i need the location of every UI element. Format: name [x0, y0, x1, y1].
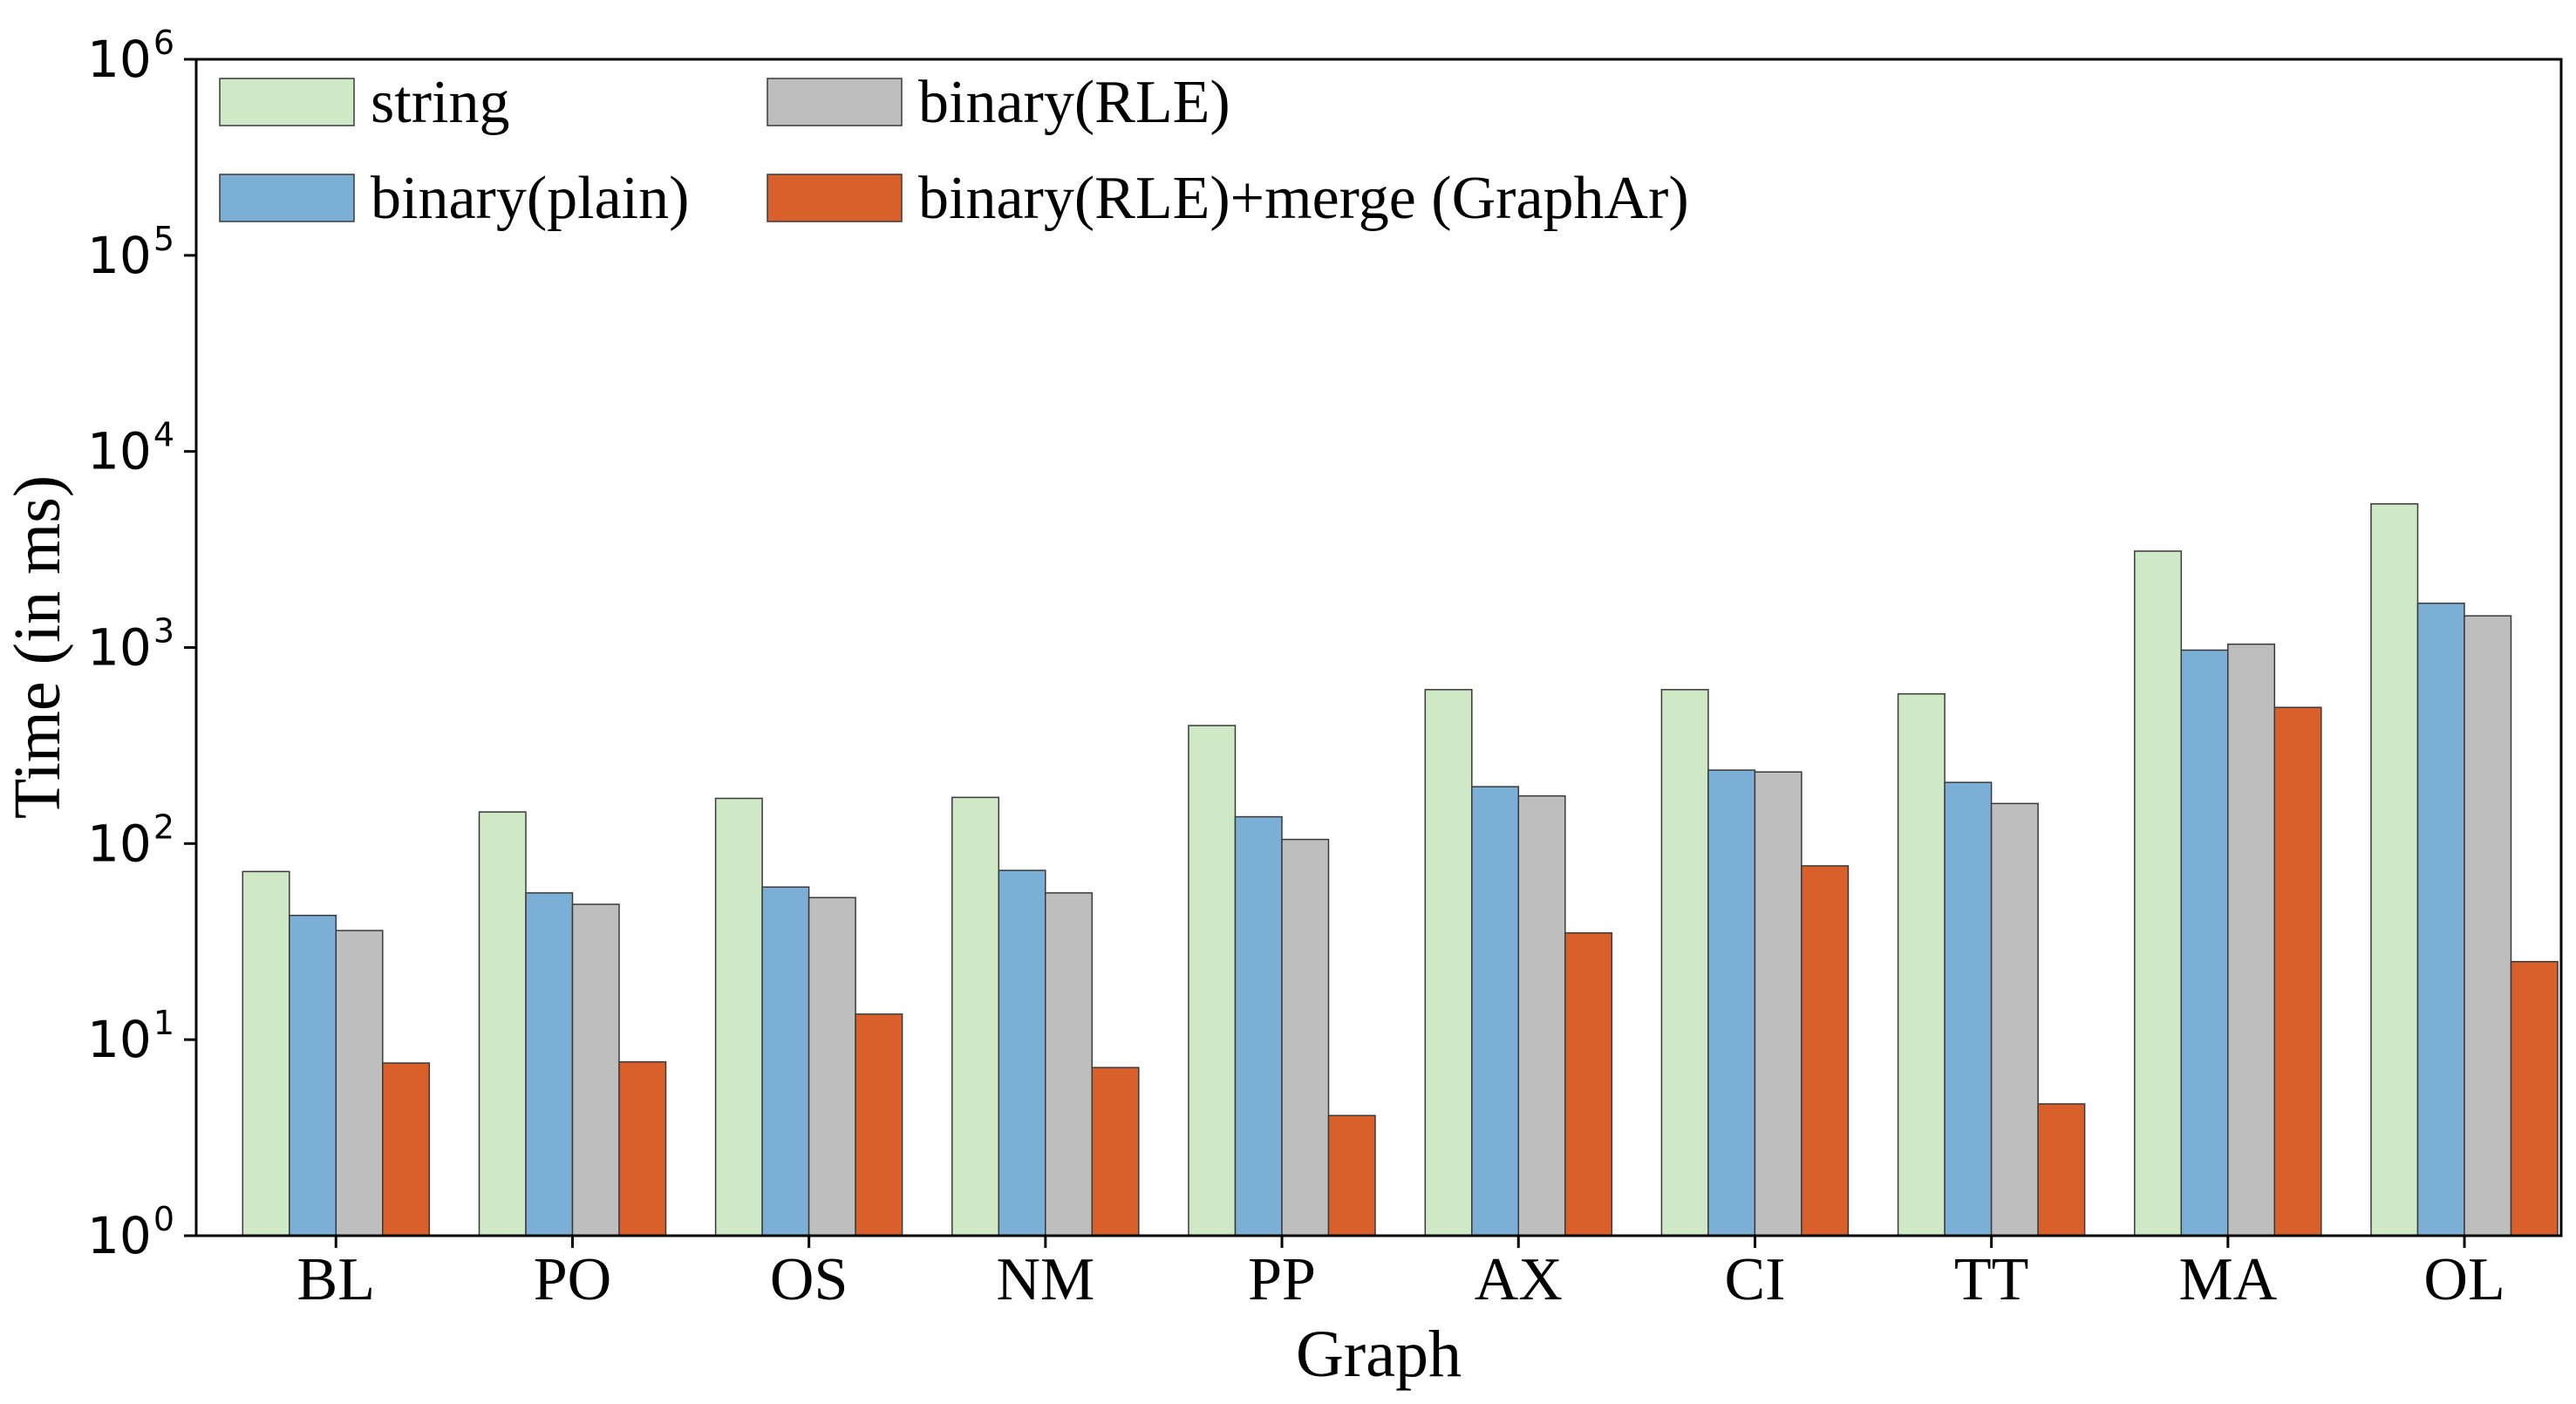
bar-BL-2: [335, 930, 384, 1237]
bars-layer: [242, 503, 2559, 1237]
legend-label-1: binary(plain): [371, 165, 689, 232]
bar-CI-3: [1801, 865, 1850, 1237]
bar-OS-3: [855, 1013, 903, 1237]
bar-OL-1: [2416, 603, 2465, 1237]
legend-label-3: binary(RLE)+merge (GraphAr): [918, 165, 1689, 232]
bar-TT-1: [1944, 781, 1993, 1237]
bar-CI-1: [1707, 769, 1756, 1237]
y-tick-label: 104: [87, 416, 174, 481]
bar-BL-1: [289, 914, 337, 1237]
bar-TT-2: [1990, 802, 2039, 1237]
bar-PO-2: [571, 903, 620, 1237]
x-tick-label-MA: MA: [2178, 1246, 2277, 1313]
legend-swatch-2: [767, 78, 903, 126]
x-tick-label-OS: OS: [770, 1246, 848, 1313]
legend-label-0: string: [371, 69, 509, 136]
bar-NM-1: [998, 869, 1046, 1237]
y-tick-label: 106: [87, 24, 174, 89]
y-axis-title: Time (in ms): [1, 475, 74, 819]
bar-TT-3: [2037, 1103, 2086, 1237]
bar-PP-0: [1188, 725, 1237, 1237]
x-tick-label-PO: PO: [534, 1246, 611, 1313]
bar-PO-3: [618, 1060, 667, 1237]
x-tick-label-OL: OL: [2423, 1246, 2504, 1313]
bar-TT-0: [1897, 692, 1946, 1237]
y-tick-label: 105: [87, 220, 174, 285]
bar-BL-0: [242, 870, 290, 1237]
bar-BL-3: [382, 1062, 431, 1237]
y-tick-label: 101: [87, 1004, 174, 1069]
bar-MA-3: [2273, 706, 2322, 1237]
bar-NM-3: [1091, 1067, 1140, 1237]
bar-PO-0: [478, 811, 527, 1237]
bar-AX-0: [1424, 689, 1473, 1237]
bar-OS-0: [714, 797, 763, 1237]
bar-OL-3: [2510, 960, 2559, 1237]
y-tick-label: 102: [87, 808, 174, 873]
bar-PO-1: [525, 892, 574, 1237]
bar-PP-1: [1234, 815, 1283, 1237]
bar-OL-0: [2370, 503, 2419, 1237]
bar-PP-3: [1327, 1114, 1376, 1237]
bar-CI-2: [1754, 771, 1803, 1237]
x-axis-title: Graph: [1296, 1318, 1462, 1391]
bar-PP-2: [1281, 838, 1330, 1237]
bar-OS-2: [808, 896, 856, 1237]
y-tick-label: 100: [87, 1200, 174, 1265]
bar-CI-0: [1660, 689, 1709, 1237]
x-tick-label-NM: NM: [996, 1246, 1094, 1313]
bar-MA-1: [2180, 649, 2229, 1237]
bar-NM-0: [951, 796, 1000, 1237]
x-tick-label-PP: PP: [1248, 1246, 1316, 1313]
bar-MA-0: [2134, 550, 2183, 1237]
legend-swatch-1: [219, 174, 355, 222]
bar-AX-1: [1471, 786, 1520, 1237]
bar-OS-1: [761, 886, 810, 1237]
legend: string binary(plain) binary(RLE) binary(RLE…: [219, 69, 1689, 232]
bar-AX-2: [1517, 794, 1566, 1237]
legend-swatch-0: [219, 78, 355, 126]
x-tick-label-AX: AX: [1475, 1246, 1563, 1313]
y-axis: 100 101 102 103 104 105 106: [87, 24, 196, 1265]
y-tick-label: 103: [87, 612, 174, 678]
x-axis: BL PO OS NM PP AX CI TT MA OL: [297, 1236, 2505, 1313]
x-tick-label-TT: TT: [1954, 1246, 2029, 1313]
legend-swatch-3: [767, 174, 903, 222]
x-tick-label-CI: CI: [1724, 1246, 1785, 1313]
bar-AX-3: [1564, 932, 1613, 1237]
bar-NM-2: [1045, 892, 1094, 1237]
x-tick-label-BL: BL: [297, 1246, 375, 1313]
bar-MA-2: [2227, 643, 2276, 1237]
bar-OL-2: [2464, 615, 2512, 1237]
legend-label-2: binary(RLE): [918, 69, 1230, 136]
